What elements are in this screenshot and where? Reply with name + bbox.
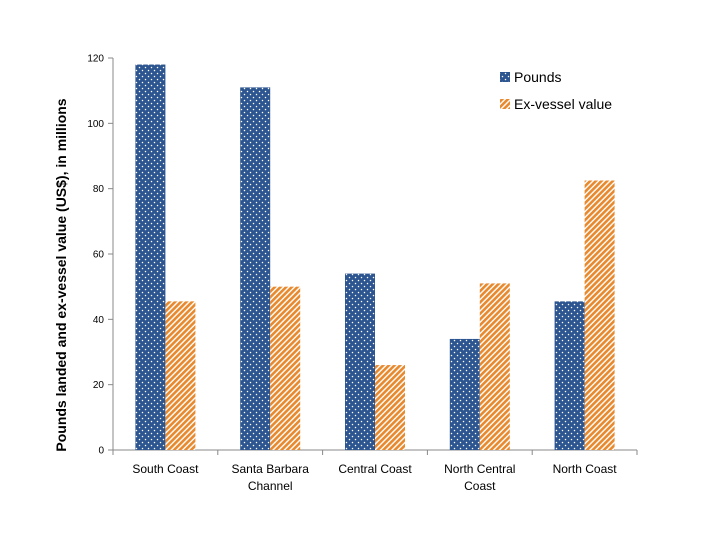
bar-ex-vessel-value xyxy=(375,365,405,450)
y-tick-label: 80 xyxy=(93,184,105,195)
bar-ex-vessel-value xyxy=(479,283,510,450)
y-tick-label: 40 xyxy=(93,315,105,326)
legend-swatch xyxy=(500,99,510,109)
bar-ex-vessel-value xyxy=(165,301,196,450)
x-tick-label: Santa Barbara xyxy=(232,462,310,476)
bar-pounds xyxy=(135,64,166,451)
x-tick-label: South Coast xyxy=(132,462,199,476)
bar-pounds xyxy=(449,338,480,450)
y-tick-label: 100 xyxy=(87,119,104,130)
bar-pounds xyxy=(554,301,585,450)
y-tick-label: 120 xyxy=(87,54,104,65)
legend-label: Pounds xyxy=(514,69,561,85)
bar-pounds xyxy=(345,273,375,450)
y-tick-label: 20 xyxy=(93,380,105,391)
bar-pounds xyxy=(240,87,271,451)
bar-ex-vessel-value xyxy=(584,180,615,450)
legend-swatch xyxy=(500,72,510,82)
x-tick-label: North Coast xyxy=(553,462,618,476)
y-tick-label: 60 xyxy=(93,250,105,261)
legend: Pounds Ex-vessel value xyxy=(500,69,612,112)
legend-label: Ex-vessel value xyxy=(514,96,612,112)
x-tick-label: North Central xyxy=(444,462,515,476)
y-tick-label: 0 xyxy=(98,446,104,457)
x-tick-label: Channel xyxy=(248,479,293,493)
y-axis-title: Pounds landed and ex-vessel value (US$),… xyxy=(53,98,69,451)
plot-area: 0 20 40 60 80 100 120 South Coast Santa Barbara C… xyxy=(87,54,638,493)
x-tick-label: Coast xyxy=(464,479,496,493)
bar-ex-vessel-value xyxy=(270,286,301,450)
x-tick-label: Central Coast xyxy=(338,462,412,476)
